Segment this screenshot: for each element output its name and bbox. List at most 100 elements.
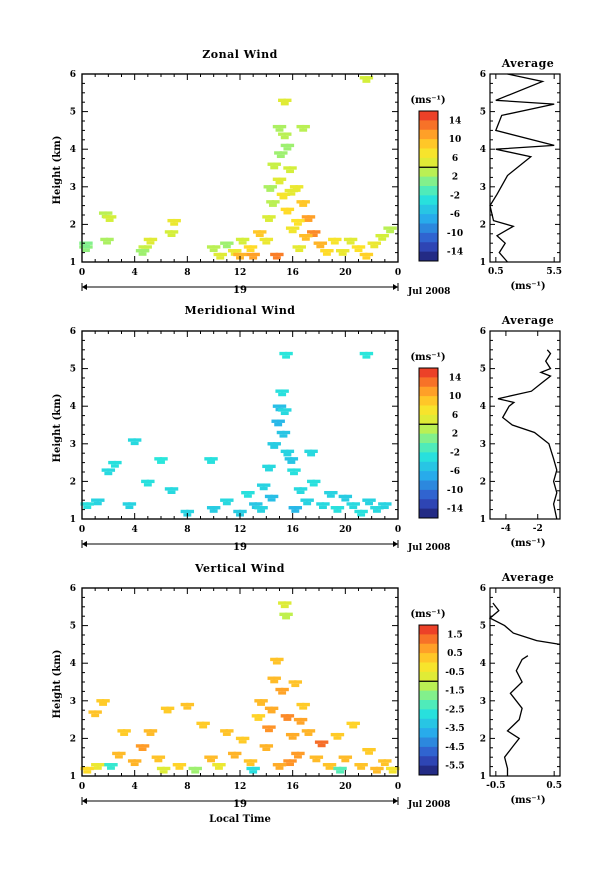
heat-cell bbox=[333, 237, 342, 242]
heat-cell bbox=[109, 763, 118, 767]
heat-cell bbox=[266, 188, 275, 192]
heat-cell bbox=[300, 498, 309, 502]
x-tick-label: 8 bbox=[184, 782, 190, 792]
y-axis-label: Height (km) bbox=[52, 394, 63, 463]
y-tick-label: 5 bbox=[70, 622, 76, 632]
heat-cell bbox=[336, 770, 345, 774]
colorbar-tick-label: -6 bbox=[450, 210, 460, 220]
heat-cell bbox=[216, 256, 225, 260]
colorbar-tick-label: 6 bbox=[452, 154, 458, 164]
heat-cell bbox=[352, 721, 360, 726]
heat-cell bbox=[391, 766, 400, 771]
date-axis-arrow bbox=[82, 284, 87, 290]
x-tick-label: 0 bbox=[79, 268, 85, 278]
heat-cell bbox=[273, 162, 281, 166]
heat-cell bbox=[283, 408, 292, 412]
heat-cell bbox=[199, 725, 208, 729]
heat-cell bbox=[274, 151, 283, 155]
colorbar-segment bbox=[419, 634, 438, 645]
heat-cell bbox=[278, 601, 286, 605]
heat-cell bbox=[122, 502, 131, 506]
colorbar-segment bbox=[419, 718, 438, 729]
y-tick-label: 3 bbox=[70, 440, 76, 450]
heat-cell bbox=[143, 729, 152, 733]
x-tick-label: 4 bbox=[132, 782, 138, 792]
heat-cell bbox=[270, 165, 279, 170]
heat-cell bbox=[280, 102, 289, 106]
heat-cell bbox=[312, 230, 321, 234]
heat-cell bbox=[241, 237, 250, 242]
heat-cell bbox=[275, 128, 284, 132]
heat-cell bbox=[257, 702, 266, 706]
colorbar-segment bbox=[419, 480, 438, 491]
x-tick-label: 0 bbox=[79, 782, 85, 792]
colorbar-tick-label: -3.5 bbox=[445, 724, 464, 734]
y-tick-label: 6 bbox=[70, 327, 76, 337]
heat-cell bbox=[375, 506, 384, 510]
average-x-label: (ms⁻¹) bbox=[510, 795, 545, 806]
heat-cell bbox=[367, 498, 376, 502]
average-y-tick-label: 1 bbox=[480, 258, 486, 268]
heat-cell bbox=[175, 766, 184, 770]
heat-cell bbox=[88, 710, 97, 714]
average-y-tick-label: 4 bbox=[480, 659, 486, 669]
heat-cell bbox=[225, 729, 234, 733]
heat-cell bbox=[319, 241, 328, 245]
heat-cell bbox=[296, 751, 305, 756]
heat-cell bbox=[362, 747, 371, 752]
heat-cell bbox=[388, 770, 397, 774]
heat-cell bbox=[267, 676, 276, 680]
heat-cell bbox=[291, 732, 300, 737]
heat-cell bbox=[294, 506, 303, 510]
heat-cell bbox=[253, 230, 261, 234]
x-tick-label: 12 bbox=[234, 525, 247, 535]
average-y-tick-label: 3 bbox=[480, 440, 486, 450]
colorbar-segment bbox=[419, 176, 438, 187]
heat-cell bbox=[186, 702, 195, 707]
average-y-tick-label: 2 bbox=[480, 734, 486, 744]
chart-title: Zonal Wind bbox=[202, 48, 278, 61]
heat-cell bbox=[272, 177, 281, 181]
heat-cell bbox=[386, 229, 395, 234]
date-axis-arrow bbox=[393, 798, 398, 804]
x-tick-label: 0 bbox=[395, 268, 401, 278]
heat-cell bbox=[357, 513, 366, 517]
heat-cell bbox=[228, 249, 236, 253]
heat-cell bbox=[251, 714, 260, 718]
heat-cell bbox=[207, 460, 215, 464]
heat-cell bbox=[138, 252, 147, 256]
heat-cell bbox=[246, 248, 255, 253]
heat-cell bbox=[204, 755, 213, 759]
heat-cell bbox=[314, 740, 323, 744]
heat-cell bbox=[206, 245, 215, 249]
heat-cell bbox=[258, 230, 267, 234]
colorbar-segment bbox=[419, 756, 438, 767]
heat-cell bbox=[278, 408, 286, 412]
heat-cell bbox=[284, 188, 293, 193]
y-tick-label: 4 bbox=[70, 659, 76, 669]
colorbar-tick-label: 10 bbox=[449, 392, 462, 402]
heat-cell bbox=[267, 215, 276, 219]
heat-cell bbox=[322, 763, 331, 767]
heat-cell bbox=[381, 233, 389, 238]
heat-cell bbox=[346, 502, 355, 506]
heat-cell bbox=[283, 601, 292, 605]
heat-cell bbox=[328, 237, 336, 242]
heat-cell bbox=[170, 487, 179, 491]
average-y-tick-label: 1 bbox=[480, 772, 486, 782]
heat-cell bbox=[259, 699, 268, 703]
heat-cell bbox=[84, 241, 93, 245]
heat-cell bbox=[307, 453, 316, 457]
heat-cell bbox=[330, 506, 339, 510]
average-y-tick-label: 6 bbox=[480, 70, 486, 80]
heat-cell bbox=[283, 453, 292, 457]
heat-cell bbox=[359, 509, 368, 514]
heat-cell bbox=[103, 241, 111, 245]
heat-cell bbox=[254, 502, 263, 506]
heat-cell bbox=[270, 445, 279, 449]
colorbar-tick-label: 1.5 bbox=[447, 630, 463, 640]
heat-cell bbox=[282, 616, 291, 620]
heat-cell bbox=[378, 237, 387, 241]
average-y-tick-label: 4 bbox=[480, 402, 486, 412]
colorbar-segment bbox=[419, 499, 438, 510]
